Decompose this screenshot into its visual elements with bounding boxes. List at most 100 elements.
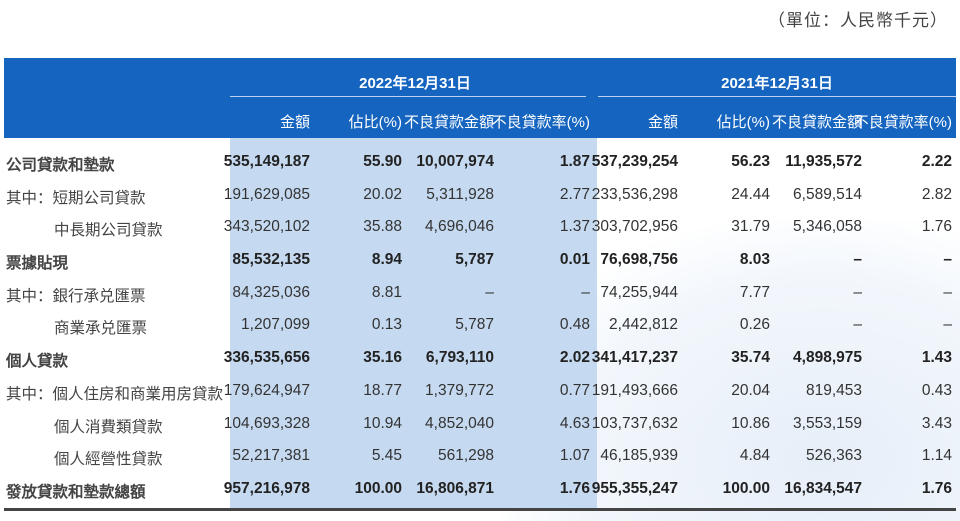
cell-value: 8.94 — [371, 251, 402, 269]
cell-value: 303,702,956 — [591, 218, 678, 236]
period-2021: 2021年12月31日 — [721, 75, 833, 92]
cell-value: 10,007,974 — [416, 153, 494, 170]
table-row: 票據貼現 85,532,135 8.94 5,787 0.01 76,698,756 8.0… — [0, 245, 960, 278]
cell-value: 11,935,572 — [785, 153, 862, 170]
cell-value: – — [943, 316, 952, 334]
cell-value: 4,898,975 — [793, 349, 862, 367]
column-header: 不良貸款金額 — [771, 114, 862, 131]
cell-value: 1.37 — [559, 218, 590, 236]
table-row: 個人消費類貸款 104,693,328 10.94 4,852,040 4.63 103,… — [0, 409, 960, 442]
cell-value: 561,298 — [437, 447, 494, 465]
table-row: 中長期公司貸款 343,520,102 35.88 4,696,046 1.37 303,… — [0, 212, 960, 245]
cell-value: 2.77 — [559, 185, 590, 203]
cell-value: 0.77 — [559, 381, 590, 399]
cell-value: – — [943, 251, 952, 269]
cell-value: 4,852,040 — [425, 414, 494, 432]
cell-value: 16,834,547 — [784, 479, 862, 497]
cell-value: 1.14 — [921, 447, 952, 465]
cell-value: 6,793,110 — [425, 349, 494, 367]
cell-value: 4,696,046 — [425, 218, 494, 236]
cell-value: 31.79 — [731, 218, 770, 236]
cell-value: 55.90 — [363, 153, 402, 170]
cell-value: 35.88 — [363, 218, 402, 236]
cell-value: 191,629,085 — [223, 185, 310, 203]
cell-value: 535,149,187 — [223, 153, 310, 170]
cell-value: – — [853, 316, 862, 334]
cell-value: – — [581, 283, 590, 301]
cell-value: 0.13 — [371, 316, 402, 334]
column-header: 佔比(%) — [716, 114, 770, 131]
cell-value: 24.44 — [731, 185, 770, 203]
cell-value: 18.77 — [363, 381, 402, 399]
cell-value: 103,737,632 — [591, 414, 678, 432]
cell-value: 537,239,254 — [591, 153, 678, 170]
table-body: 公司貸款和墊款 535,149,187 55.90 10,007,974 1.87 537… — [0, 147, 960, 507]
cell-value: 16,806,871 — [416, 479, 494, 497]
cell-value: 4.84 — [739, 447, 770, 465]
row-label: 其中：短期公司貸款 — [6, 189, 146, 207]
cell-value: 8.81 — [371, 283, 402, 301]
row-label: 商業承兑匯票 — [54, 320, 148, 338]
cell-value: 74,255,944 — [600, 283, 678, 301]
cell-value: 85,532,135 — [232, 251, 310, 269]
cell-value: 1.07 — [559, 447, 590, 465]
cell-value: 84,325,036 — [232, 283, 310, 301]
row-label: 其中：個人住房和商業用房貸款 — [6, 385, 224, 403]
cell-value: 5.45 — [371, 447, 402, 465]
cell-value: 20.04 — [731, 381, 770, 399]
cell-value: 336,535,656 — [223, 349, 310, 367]
cell-value: 2.02 — [559, 349, 590, 367]
table-row: 發放貸款和墊款總額 957,216,978 100.00 16,806,871 1.76… — [0, 474, 960, 507]
unit-note: （單位：人民幣千元） — [768, 11, 948, 30]
cell-value: 10.94 — [363, 414, 402, 432]
column-header: 金額 — [279, 114, 310, 131]
cell-value: 100.00 — [354, 479, 402, 497]
row-label: 個人經營性貸款 — [54, 451, 163, 469]
column-header: 不良貸款金額 — [403, 114, 494, 131]
cell-value: 1,207,099 — [241, 316, 310, 334]
table-row: 商業承兑匯票 1,207,099 0.13 5,787 0.48 2,442,812 0.2… — [0, 310, 960, 343]
cell-value: 10.86 — [731, 414, 770, 432]
cell-value: 52,217,381 — [232, 447, 310, 465]
cell-value: 179,624,947 — [223, 381, 310, 399]
cell-value: 1.76 — [559, 479, 590, 497]
cell-value: 6,589,514 — [793, 185, 862, 203]
cell-value: 819,453 — [805, 381, 862, 399]
cell-value: 0.43 — [921, 381, 952, 399]
table-bottom-rule — [4, 508, 956, 511]
cell-value: 5,787 — [455, 316, 494, 334]
cell-value: 56.23 — [731, 153, 770, 170]
cell-value: 2.22 — [921, 153, 952, 170]
cell-value: 0.01 — [559, 251, 590, 269]
cell-value: 35.74 — [731, 349, 770, 367]
period-2022: 2022年12月31日 — [359, 75, 471, 92]
row-label: 中長期公司貸款 — [54, 222, 163, 240]
cell-value: 1,379,772 — [425, 381, 494, 399]
cell-value: – — [485, 283, 494, 301]
row-label: 發放貸款和墊款總額 — [6, 483, 146, 501]
cell-value: 1.76 — [921, 479, 952, 497]
cell-value: 343,520,102 — [223, 218, 310, 236]
cell-value: 233,536,298 — [591, 185, 678, 203]
table-header: 2022年12月31日 2021年12月31日 金額 佔比(%) 不良貸款金額 不良貸… — [4, 58, 956, 138]
cell-value: 5,787 — [455, 251, 494, 269]
row-label: 其中：銀行承兑匯票 — [6, 287, 146, 305]
cell-value: 526,363 — [805, 447, 862, 465]
cell-value: 4.63 — [559, 414, 590, 432]
column-header: 不良貸款率(%) — [491, 114, 590, 131]
cell-value: 3,553,159 — [793, 414, 862, 432]
cell-value: 955,355,247 — [591, 479, 678, 497]
cell-value: 341,417,237 — [591, 349, 678, 367]
cell-value: 100.00 — [722, 479, 770, 497]
table-row: 個人貸款 336,535,656 35.16 6,793,110 2.02 341,417… — [0, 343, 960, 376]
cell-value: 7.77 — [739, 283, 770, 301]
divider — [598, 96, 956, 97]
cell-value: 5,311,928 — [426, 185, 494, 203]
cell-value: 0.26 — [739, 316, 770, 334]
row-label: 個人消費類貸款 — [54, 418, 163, 436]
cell-value: 104,693,328 — [223, 414, 310, 432]
cell-value: 46,185,939 — [600, 447, 678, 465]
cell-value: – — [853, 283, 862, 301]
column-header: 不良貸款率(%) — [853, 114, 952, 131]
cell-value: 20.02 — [363, 185, 402, 203]
